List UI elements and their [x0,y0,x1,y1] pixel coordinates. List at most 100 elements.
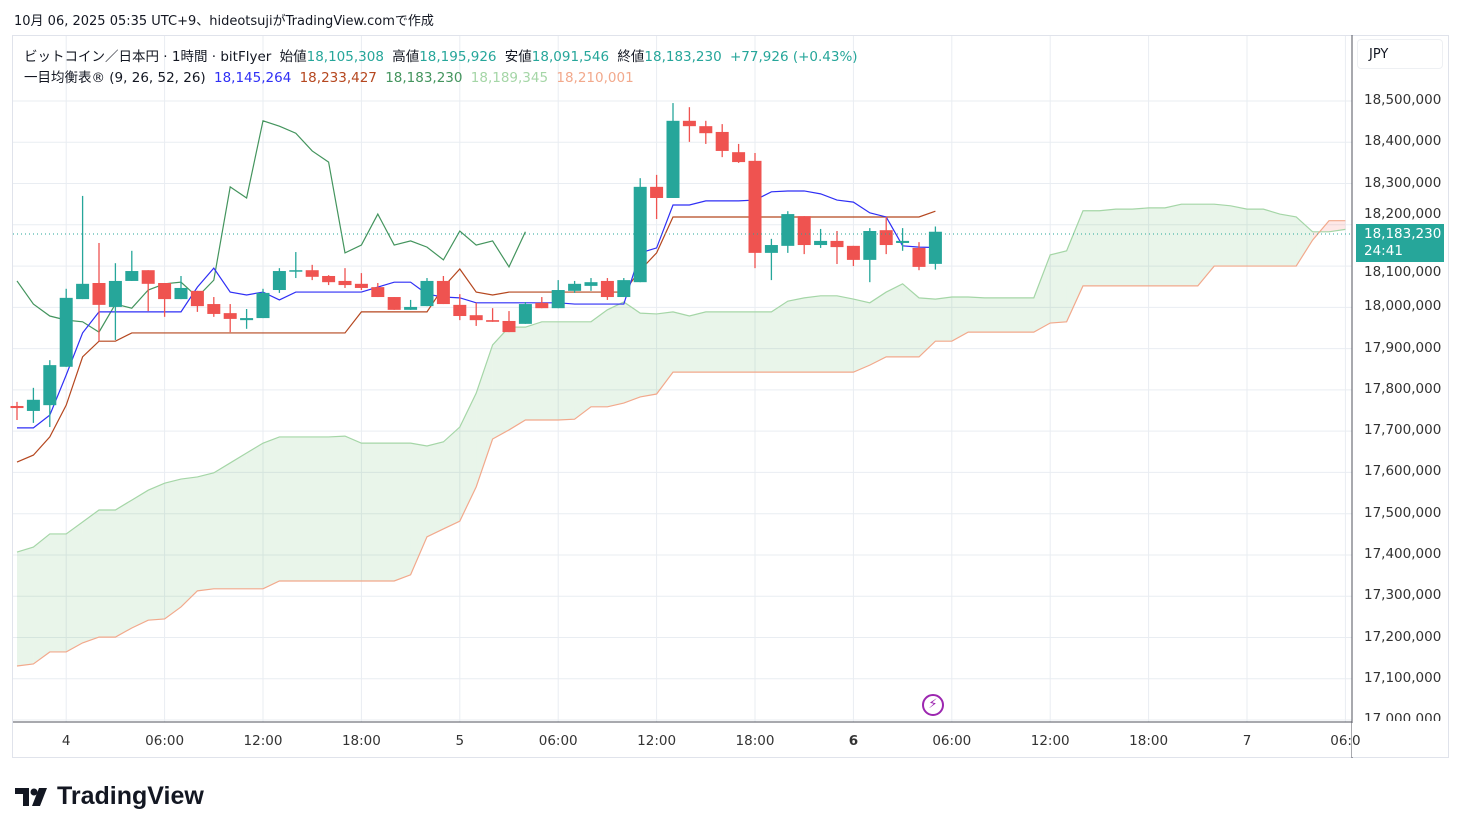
candle-up [26,387,40,423]
cloud-segment [1247,209,1264,267]
cloud-segment [1296,216,1313,267]
legend-kijun: 18,233,427 [299,70,377,86]
time-tick-label: 18:00 [341,733,381,749]
candle-body [158,283,172,300]
price-tick-label: 18,500,000 [1364,92,1442,108]
axis-corner [1352,723,1448,757]
price-tick-label: 17,800,000 [1364,380,1442,397]
lightning-icon[interactable]: ⚡ [922,694,944,716]
candle-body [190,290,204,307]
price-tick-label: 18,000,000 [1364,298,1442,315]
candle-up [108,263,122,340]
price-tick-label: 18,100,000 [1364,264,1442,280]
candle-up [814,228,828,248]
candle-up [43,360,57,428]
candle-down [600,278,614,300]
price-tick-label: 18,300,000 [1364,174,1442,191]
candle-body [240,318,254,321]
legend-symbol[interactable]: ビットコイン／日本円 · 1時間 · bitFlyer [24,49,272,65]
chikou-span-line [16,120,526,333]
candle-body [830,240,844,248]
candle-body [912,247,926,267]
last-price-value: 18,183,230 [1364,226,1442,242]
cloud-segment [919,297,936,357]
cloud-segment [459,393,477,522]
candle-up [59,288,73,367]
candle-body [650,186,664,198]
legend-close: 18,183,230 [644,49,722,65]
price-tick-label: 17,600,000 [1364,463,1442,480]
candle-down [912,242,926,271]
candle-down [502,311,516,333]
cloud-segment [656,311,673,395]
price-tick-label: 17,400,000 [1364,545,1442,562]
cloud-segment [591,309,608,407]
candle-up [289,252,303,279]
candle-down [650,174,664,220]
chart-frame [12,35,1449,758]
legend-senkou-a: 18,189,345 [470,70,549,86]
candle-body [518,304,532,324]
cloud-segment [689,311,706,373]
candle-up [240,309,254,329]
candle-up [764,238,778,281]
cloud-segment [820,295,837,373]
time-tick-label: 6 [848,733,859,749]
cloud-segment [328,436,345,581]
time-tick-label: 06:00 [932,733,972,749]
candle-down [322,275,336,286]
cloud-segment [1165,204,1182,286]
senkou-b-line [16,220,1346,667]
legend-low-label: 安値 [504,49,532,65]
cloud-segment [935,297,952,342]
price-tick-label: 17,300,000 [1364,587,1442,604]
cloud-segment [869,292,887,366]
candle-down [699,120,713,144]
time-tick-label: 06:00 [145,733,185,749]
candle-body [43,365,57,406]
cloud-segment [886,283,903,357]
legend-high-label: 高値 [392,49,420,65]
tradingview-logo[interactable]: TradingView [15,782,204,811]
legend-senkou-b: 18,210,001 [556,70,634,86]
candle-body [338,280,352,286]
candle-down [436,275,450,305]
candle-down [682,107,696,142]
cloud-segment [1329,220,1346,232]
legend-indicator-name[interactable]: 一目均衡表® (9, 26, 52, 26) [24,70,206,86]
price-tick-label: 18,200,000 [1364,206,1442,222]
cloud-segment [705,311,723,373]
candle-up [518,301,532,324]
candle-down [879,216,893,255]
cloud-segment [1033,254,1051,333]
candle-down [469,302,483,326]
bar-countdown: 24:41 [1364,243,1403,259]
currency-button[interactable]: JPY [1357,39,1443,69]
candle-body [76,283,90,300]
cloud-segment [722,311,739,373]
candle-up [551,280,565,309]
price-tick-label: 17,200,000 [1364,628,1442,645]
cloud-segment [1083,210,1100,286]
legend-open-label: 始値 [279,49,307,65]
cloud-segment [787,297,805,373]
candle-body [797,216,811,246]
candle-up [928,226,942,270]
cloud-segment [1001,297,1018,333]
cloud-segment [443,427,460,529]
cloud-segment [99,509,116,638]
ichimoku-cloud [17,204,1346,666]
legend-indicator-row: 一目均衡表® (9, 26, 52, 26) 18,145,264 18,233… [24,66,638,86]
candle-body [879,230,893,246]
legend-change: +77,926 (+0.43%) [729,49,858,65]
cloud-segment [394,443,411,581]
legend-high: 18,195,926 [419,49,497,65]
candle-body [354,283,368,288]
cloud-segment [1132,207,1149,286]
price-tick-label: 17,500,000 [1364,504,1442,521]
cloud-segment [1214,204,1231,267]
price-tick-label: 17,000,000 [1364,711,1442,722]
candle-down [453,294,467,321]
cloud-segment [1230,205,1247,267]
